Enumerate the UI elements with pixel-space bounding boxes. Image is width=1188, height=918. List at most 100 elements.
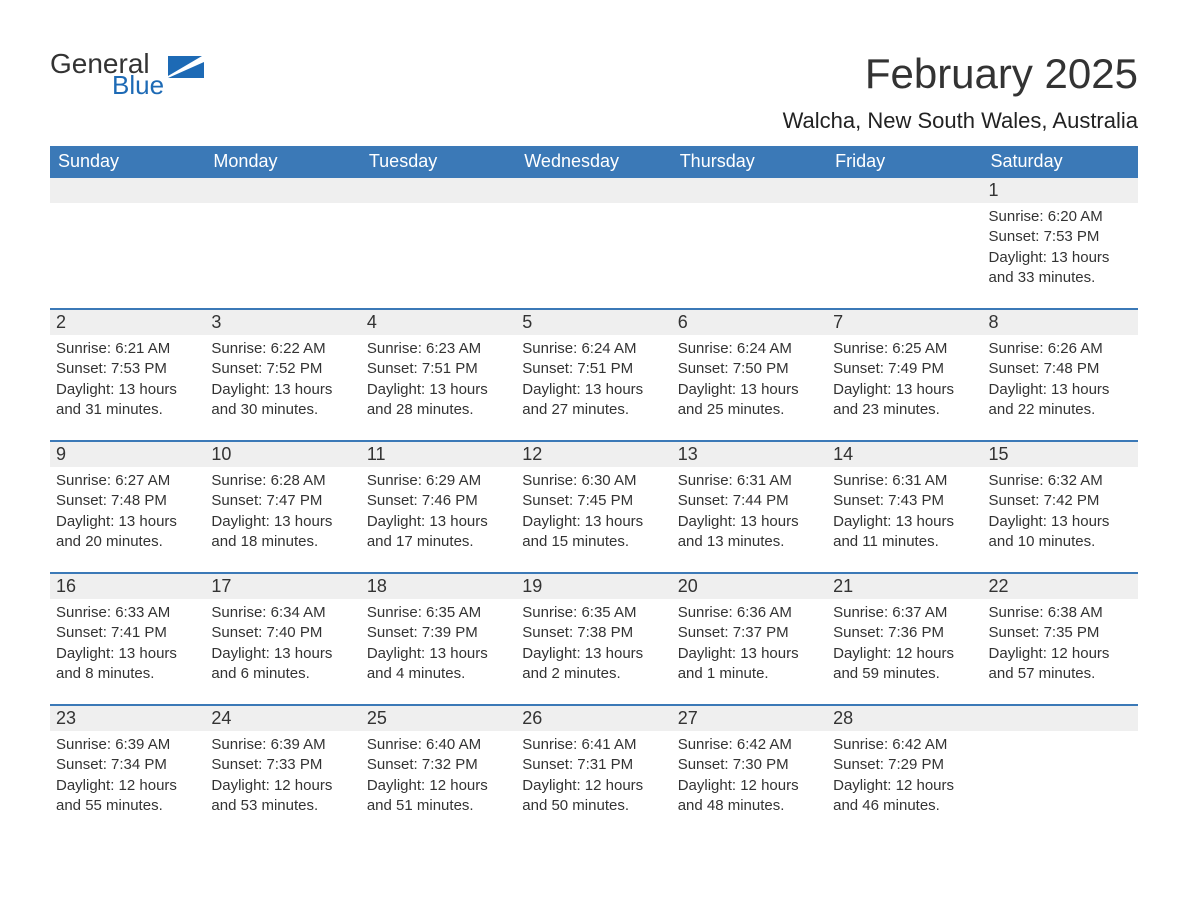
day-number: 1	[983, 178, 1138, 203]
day-header-wednesday: Wednesday	[516, 146, 671, 178]
day-details: Sunrise: 6:23 AMSunset: 7:51 PMDaylight:…	[361, 335, 516, 430]
daylight-text: Daylight: 13 hours and 2 minutes.	[522, 644, 665, 685]
calendar-cell: 11Sunrise: 6:29 AMSunset: 7:46 PMDayligh…	[361, 440, 516, 562]
sunrise-text: Sunrise: 6:24 AM	[522, 339, 665, 359]
calendar-cell: 24Sunrise: 6:39 AMSunset: 7:33 PMDayligh…	[205, 704, 360, 826]
day-details: Sunrise: 6:31 AMSunset: 7:43 PMDaylight:…	[827, 467, 982, 562]
day-number	[827, 178, 982, 203]
sunset-text: Sunset: 7:45 PM	[522, 491, 665, 511]
sunset-text: Sunset: 7:51 PM	[367, 359, 510, 379]
day-number: 14	[827, 440, 982, 467]
day-header-row: Sunday Monday Tuesday Wednesday Thursday…	[50, 146, 1138, 178]
sunrise-text: Sunrise: 6:22 AM	[211, 339, 354, 359]
sunset-text: Sunset: 7:39 PM	[367, 623, 510, 643]
sunset-text: Sunset: 7:48 PM	[989, 359, 1132, 379]
daylight-text: Daylight: 12 hours and 46 minutes.	[833, 776, 976, 817]
day-number: 6	[672, 308, 827, 335]
sunrise-text: Sunrise: 6:38 AM	[989, 603, 1132, 623]
day-number: 2	[50, 308, 205, 335]
daylight-text: Daylight: 13 hours and 4 minutes.	[367, 644, 510, 685]
calendar-cell: 27Sunrise: 6:42 AMSunset: 7:30 PMDayligh…	[672, 704, 827, 826]
calendar-cell: 18Sunrise: 6:35 AMSunset: 7:39 PMDayligh…	[361, 572, 516, 694]
day-details: Sunrise: 6:24 AMSunset: 7:51 PMDaylight:…	[516, 335, 671, 430]
day-number: 22	[983, 572, 1138, 599]
week-separator	[50, 298, 1138, 308]
day-header-thursday: Thursday	[672, 146, 827, 178]
day-details	[983, 731, 1138, 811]
daylight-text: Daylight: 13 hours and 23 minutes.	[833, 380, 976, 421]
day-number: 16	[50, 572, 205, 599]
calendar-cell: 28Sunrise: 6:42 AMSunset: 7:29 PMDayligh…	[827, 704, 982, 826]
day-details: Sunrise: 6:41 AMSunset: 7:31 PMDaylight:…	[516, 731, 671, 826]
day-header-monday: Monday	[205, 146, 360, 178]
sunset-text: Sunset: 7:30 PM	[678, 755, 821, 775]
day-number: 8	[983, 308, 1138, 335]
day-details: Sunrise: 6:42 AMSunset: 7:30 PMDaylight:…	[672, 731, 827, 826]
sunrise-text: Sunrise: 6:39 AM	[211, 735, 354, 755]
sunset-text: Sunset: 7:33 PM	[211, 755, 354, 775]
calendar-cell: 3Sunrise: 6:22 AMSunset: 7:52 PMDaylight…	[205, 308, 360, 430]
sunrise-text: Sunrise: 6:41 AM	[522, 735, 665, 755]
sunset-text: Sunset: 7:53 PM	[56, 359, 199, 379]
sunset-text: Sunset: 7:38 PM	[522, 623, 665, 643]
day-details: Sunrise: 6:22 AMSunset: 7:52 PMDaylight:…	[205, 335, 360, 430]
day-number: 15	[983, 440, 1138, 467]
day-header-friday: Friday	[827, 146, 982, 178]
logo: General Blue	[50, 50, 204, 98]
daylight-text: Daylight: 13 hours and 10 minutes.	[989, 512, 1132, 553]
daylight-text: Daylight: 13 hours and 8 minutes.	[56, 644, 199, 685]
day-details: Sunrise: 6:35 AMSunset: 7:39 PMDaylight:…	[361, 599, 516, 694]
sunset-text: Sunset: 7:36 PM	[833, 623, 976, 643]
calendar-cell: 2Sunrise: 6:21 AMSunset: 7:53 PMDaylight…	[50, 308, 205, 430]
day-number: 19	[516, 572, 671, 599]
sunrise-text: Sunrise: 6:31 AM	[833, 471, 976, 491]
day-details: Sunrise: 6:40 AMSunset: 7:32 PMDaylight:…	[361, 731, 516, 826]
weeks-container: 1Sunrise: 6:20 AMSunset: 7:53 PMDaylight…	[50, 178, 1138, 826]
sunrise-text: Sunrise: 6:34 AM	[211, 603, 354, 623]
calendar-cell: 5Sunrise: 6:24 AMSunset: 7:51 PMDaylight…	[516, 308, 671, 430]
sunrise-text: Sunrise: 6:25 AM	[833, 339, 976, 359]
day-details: Sunrise: 6:34 AMSunset: 7:40 PMDaylight:…	[205, 599, 360, 694]
day-details	[827, 203, 982, 283]
daylight-text: Daylight: 13 hours and 27 minutes.	[522, 380, 665, 421]
sunrise-text: Sunrise: 6:21 AM	[56, 339, 199, 359]
sunrise-text: Sunrise: 6:33 AM	[56, 603, 199, 623]
day-number: 3	[205, 308, 360, 335]
sunset-text: Sunset: 7:40 PM	[211, 623, 354, 643]
day-details	[361, 203, 516, 283]
sunset-text: Sunset: 7:50 PM	[678, 359, 821, 379]
day-details: Sunrise: 6:24 AMSunset: 7:50 PMDaylight:…	[672, 335, 827, 430]
calendar-cell: 26Sunrise: 6:41 AMSunset: 7:31 PMDayligh…	[516, 704, 671, 826]
sunrise-text: Sunrise: 6:39 AM	[56, 735, 199, 755]
sunset-text: Sunset: 7:52 PM	[211, 359, 354, 379]
calendar-cell	[672, 178, 827, 298]
day-number	[672, 178, 827, 203]
calendar-cell: 6Sunrise: 6:24 AMSunset: 7:50 PMDaylight…	[672, 308, 827, 430]
sunset-text: Sunset: 7:44 PM	[678, 491, 821, 511]
daylight-text: Daylight: 12 hours and 53 minutes.	[211, 776, 354, 817]
calendar-cell: 7Sunrise: 6:25 AMSunset: 7:49 PMDaylight…	[827, 308, 982, 430]
daylight-text: Daylight: 12 hours and 50 minutes.	[522, 776, 665, 817]
daylight-text: Daylight: 13 hours and 1 minute.	[678, 644, 821, 685]
day-details: Sunrise: 6:36 AMSunset: 7:37 PMDaylight:…	[672, 599, 827, 694]
day-header-tuesday: Tuesday	[361, 146, 516, 178]
calendar-cell: 13Sunrise: 6:31 AMSunset: 7:44 PMDayligh…	[672, 440, 827, 562]
calendar-cell	[827, 178, 982, 298]
calendar-cell	[983, 704, 1138, 826]
daylight-text: Daylight: 13 hours and 20 minutes.	[56, 512, 199, 553]
calendar-cell: 25Sunrise: 6:40 AMSunset: 7:32 PMDayligh…	[361, 704, 516, 826]
sunset-text: Sunset: 7:46 PM	[367, 491, 510, 511]
sunset-text: Sunset: 7:29 PM	[833, 755, 976, 775]
sunrise-text: Sunrise: 6:35 AM	[367, 603, 510, 623]
daylight-text: Daylight: 13 hours and 13 minutes.	[678, 512, 821, 553]
sunset-text: Sunset: 7:51 PM	[522, 359, 665, 379]
sunrise-text: Sunrise: 6:40 AM	[367, 735, 510, 755]
calendar-week: 9Sunrise: 6:27 AMSunset: 7:48 PMDaylight…	[50, 440, 1138, 562]
daylight-text: Daylight: 13 hours and 25 minutes.	[678, 380, 821, 421]
day-number: 4	[361, 308, 516, 335]
day-details: Sunrise: 6:33 AMSunset: 7:41 PMDaylight:…	[50, 599, 205, 694]
day-details: Sunrise: 6:37 AMSunset: 7:36 PMDaylight:…	[827, 599, 982, 694]
calendar-cell: 19Sunrise: 6:35 AMSunset: 7:38 PMDayligh…	[516, 572, 671, 694]
day-number: 21	[827, 572, 982, 599]
calendar-cell: 15Sunrise: 6:32 AMSunset: 7:42 PMDayligh…	[983, 440, 1138, 562]
